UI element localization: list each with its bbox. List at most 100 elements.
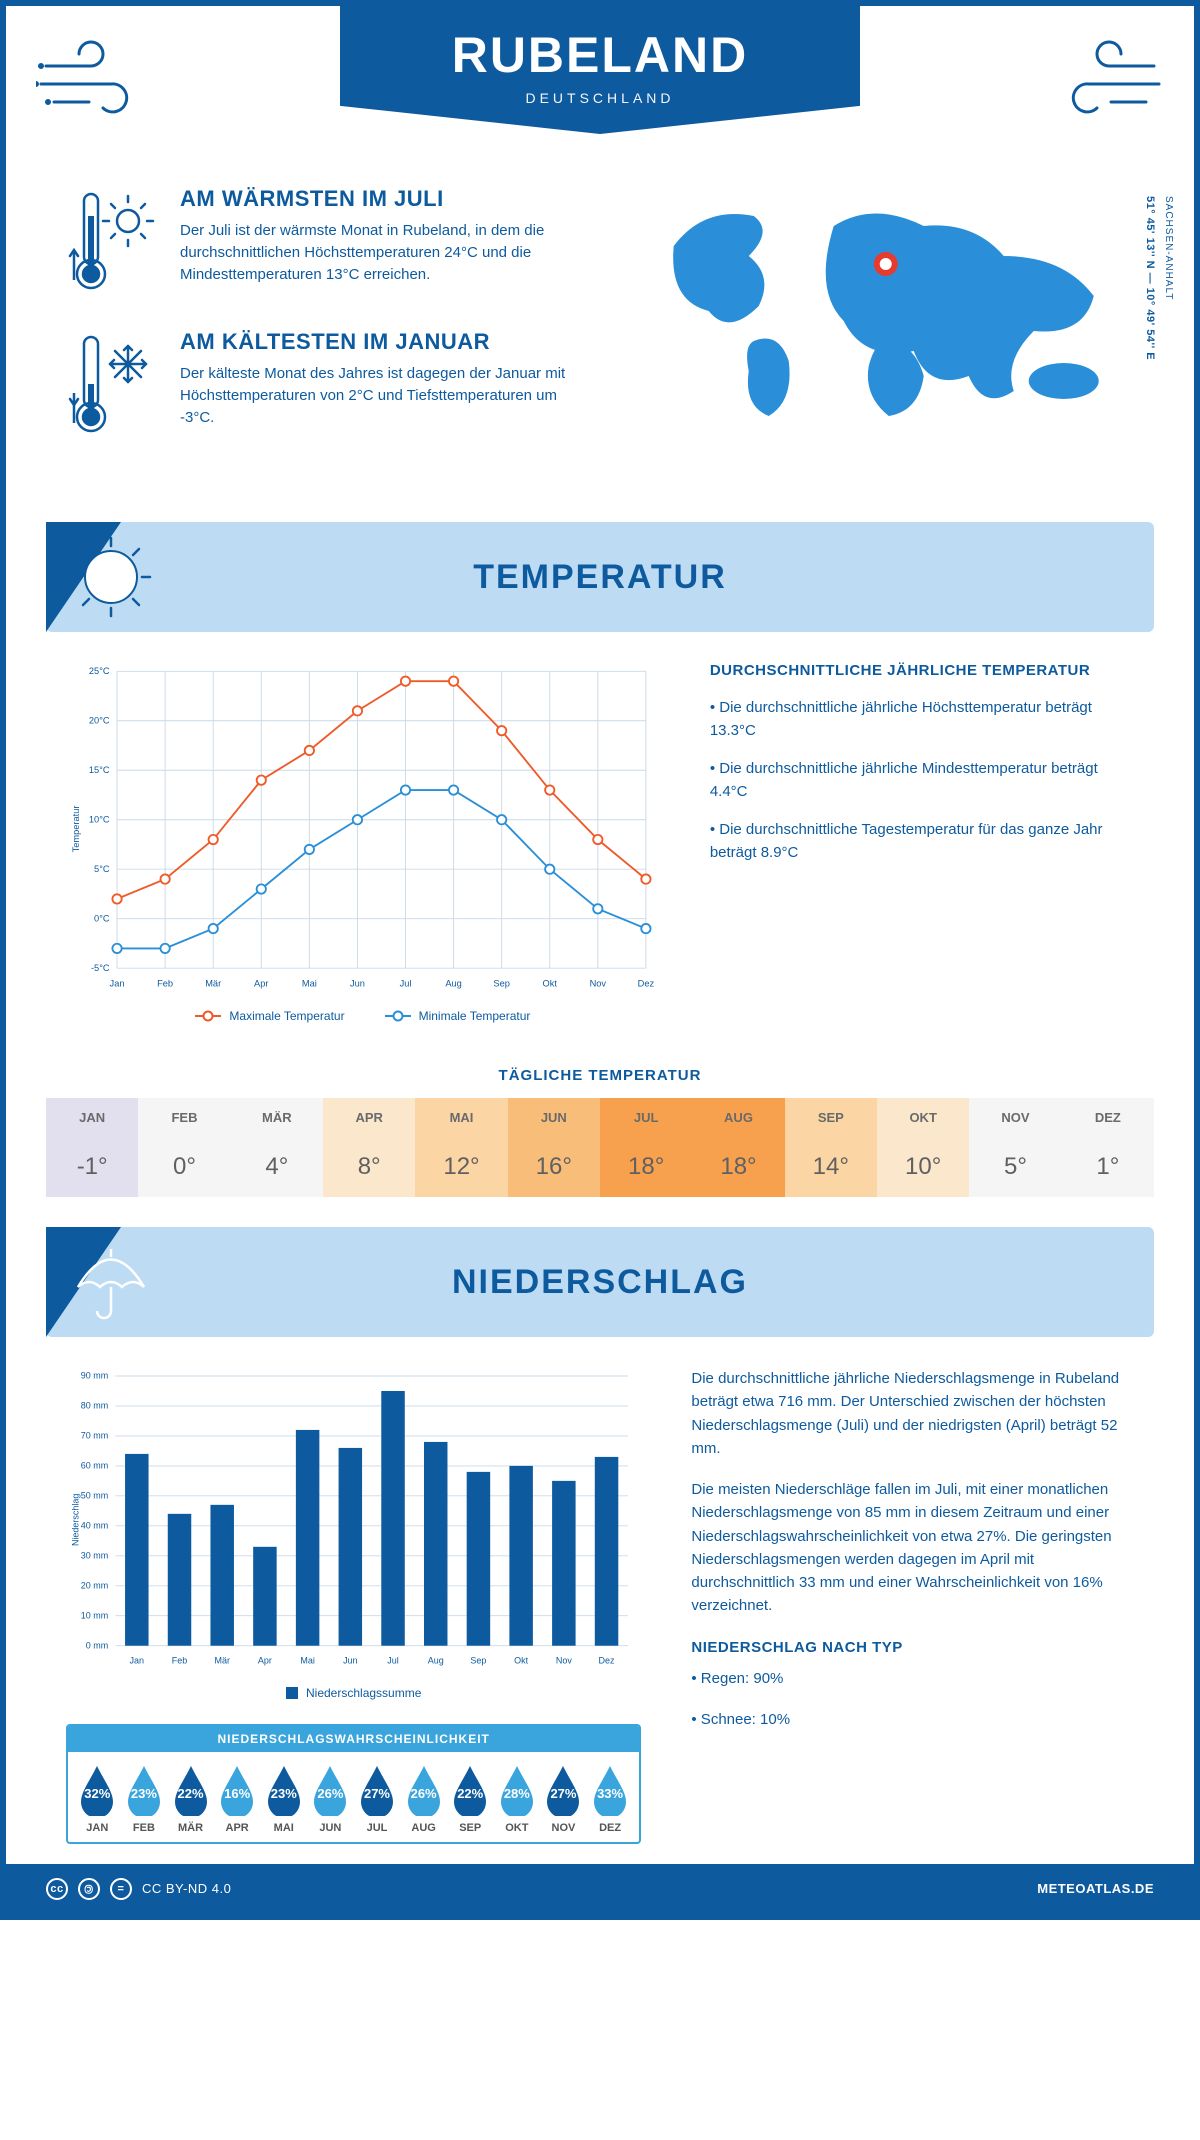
precip-legend-label: Niederschlagssumme (306, 1686, 421, 1700)
daily-month-header: OKT (877, 1098, 969, 1137)
svg-text:Nov: Nov (590, 979, 607, 989)
precip-p1: Die durchschnittliche jährliche Niedersc… (691, 1367, 1134, 1460)
precip-bar-chart: 0 mm10 mm20 mm30 mm40 mm50 mm60 mm70 mm8… (66, 1367, 641, 1673)
raindrop-icon: 32% (77, 1764, 117, 1816)
daily-temp-value: 5° (969, 1137, 1061, 1197)
svg-text:Feb: Feb (172, 1656, 187, 1666)
temperature-chart: -5°C0°C5°C10°C15°C20°C25°CJanFebMärAprMa… (66, 662, 660, 1023)
precip-type-title: NIEDERSCHLAG NACH TYP (691, 1636, 1134, 1659)
legend-max: Maximale Temperatur (229, 1009, 344, 1023)
city-name: RUBELAND (340, 26, 860, 84)
precip-summary: Die durchschnittliche jährliche Niedersc… (691, 1367, 1134, 1844)
prob-cell: 28% OKT (494, 1764, 541, 1834)
section-banner-temperature: TEMPERATUR (46, 522, 1154, 632)
raindrop-icon: 23% (124, 1764, 164, 1816)
raindrop-icon: 16% (217, 1764, 257, 1816)
svg-text:25°C: 25°C (89, 666, 110, 676)
svg-text:30 mm: 30 mm (81, 1551, 108, 1561)
daily-temp-value: 4° (231, 1137, 323, 1197)
daily-temp-value: -1° (46, 1137, 138, 1197)
svg-text:Dez: Dez (638, 979, 655, 989)
precip-legend: Niederschlagssumme (66, 1686, 641, 1700)
temperature-legend: Maximale Temperatur Minimale Temperatur (66, 1009, 660, 1023)
daily-month-header: MÄR (231, 1098, 323, 1137)
cc-icon: cc (46, 1878, 68, 1900)
temperature-section-title: TEMPERATUR (46, 558, 1154, 597)
svg-text:0 mm: 0 mm (86, 1640, 108, 1650)
prob-cell: 32% JAN (74, 1764, 121, 1834)
fact-coldest: AM KÄLTESTEN IM JANUAR Der kälteste Mona… (66, 329, 593, 444)
raindrop-icon: 22% (450, 1764, 490, 1816)
svg-text:Aug: Aug (428, 1656, 444, 1666)
thermometer-snow-icon (66, 329, 156, 444)
svg-text:5°C: 5°C (94, 864, 110, 874)
prob-cell: 16% APR (214, 1764, 261, 1834)
daily-month-header: DEZ (1062, 1098, 1154, 1137)
temperature-block: -5°C0°C5°C10°C15°C20°C25°CJanFebMärAprMa… (6, 662, 1194, 1043)
intro-section: AM WÄRMSTEN IM JULI Der Juli ist der wär… (6, 186, 1194, 502)
svg-text:Sep: Sep (493, 979, 510, 989)
fact-warmest: AM WÄRMSTEN IM JULI Der Juli ist der wär… (66, 186, 593, 301)
fact-cold-text: Der kälteste Monat des Jahres ist dagege… (180, 363, 593, 428)
daily-temp-value: 8° (323, 1137, 415, 1197)
precip-type-snow: • Schnee: 10% (691, 1708, 1134, 1731)
region-label: SACHSEN-ANHALT (1163, 196, 1174, 300)
thermometer-sun-icon (66, 186, 156, 301)
svg-text:40 mm: 40 mm (81, 1521, 108, 1531)
daily-month-header: MAI (415, 1098, 507, 1137)
svg-text:15°C: 15°C (89, 765, 110, 775)
daily-month-header: SEP (785, 1098, 877, 1137)
intro-facts: AM WÄRMSTEN IM JULI Der Juli ist der wär… (66, 186, 593, 472)
daily-month-header: JUL (600, 1098, 692, 1137)
prob-cell: 26% JUN (307, 1764, 354, 1834)
svg-text:60 mm: 60 mm (81, 1461, 108, 1471)
svg-text:Jul: Jul (400, 979, 412, 989)
daily-month-header: AUG (692, 1098, 784, 1137)
precip-probability-box: NIEDERSCHLAGSWAHRSCHEINLICHKEIT 32% JAN … (66, 1724, 641, 1844)
fact-cold-title: AM KÄLTESTEN IM JANUAR (180, 329, 593, 355)
svg-text:Aug: Aug (445, 979, 462, 989)
daily-temp-value: 10° (877, 1137, 969, 1197)
license-text: CC BY-ND 4.0 (142, 1881, 231, 1896)
daily-temp-value: 12° (415, 1137, 507, 1197)
svg-text:Niederschlag: Niederschlag (71, 1494, 81, 1546)
svg-text:Apr: Apr (254, 979, 268, 989)
site-name: METEOATLAS.DE (1037, 1881, 1154, 1896)
fact-warm-title: AM WÄRMSTEN IM JULI (180, 186, 593, 212)
svg-text:Jan: Jan (130, 1656, 145, 1666)
raindrop-icon: 27% (543, 1764, 583, 1816)
daily-month-header: FEB (138, 1098, 230, 1137)
svg-text:20 mm: 20 mm (81, 1580, 108, 1590)
umbrella-icon (66, 1237, 156, 1332)
svg-text:20°C: 20°C (89, 716, 110, 726)
raindrop-icon: 33% (590, 1764, 630, 1816)
svg-text:Apr: Apr (258, 1656, 272, 1666)
svg-text:Feb: Feb (157, 979, 173, 989)
temp-summary-title: DURCHSCHNITTLICHE JÄHRLICHE TEMPERATUR (710, 662, 1134, 679)
by-icon: 🄯 (78, 1878, 100, 1900)
svg-text:70 mm: 70 mm (81, 1431, 108, 1441)
svg-text:80 mm: 80 mm (81, 1401, 108, 1411)
fact-warm-text: Der Juli ist der wärmste Monat in Rubela… (180, 220, 593, 285)
svg-text:Dez: Dez (599, 1656, 615, 1666)
daily-temp-value: 14° (785, 1137, 877, 1197)
nd-icon: = (110, 1878, 132, 1900)
svg-text:-5°C: -5°C (91, 963, 110, 973)
coordinates-label: 51° 45' 13'' N — 10° 49' 54'' E (1144, 196, 1156, 360)
svg-text:Okt: Okt (514, 1656, 528, 1666)
temp-bullet-1: • Die durchschnittliche jährliche Höchst… (710, 697, 1134, 742)
svg-text:Jun: Jun (350, 979, 365, 989)
title-ribbon: RUBELAND DEUTSCHLAND (340, 6, 860, 134)
svg-text:Temperatur: Temperatur (71, 806, 81, 853)
daily-temp-value: 18° (600, 1137, 692, 1197)
svg-text:Mär: Mär (214, 1656, 229, 1666)
svg-text:10°C: 10°C (89, 815, 110, 825)
svg-text:Jun: Jun (343, 1656, 358, 1666)
country-name: DEUTSCHLAND (340, 90, 860, 106)
svg-text:90 mm: 90 mm (81, 1371, 108, 1381)
svg-text:Jan: Jan (110, 979, 125, 989)
svg-text:Jul: Jul (387, 1656, 399, 1666)
precip-prob-title: NIEDERSCHLAGSWAHRSCHEINLICHKEIT (68, 1726, 639, 1752)
svg-text:Nov: Nov (556, 1656, 572, 1666)
sun-icon (66, 532, 156, 627)
